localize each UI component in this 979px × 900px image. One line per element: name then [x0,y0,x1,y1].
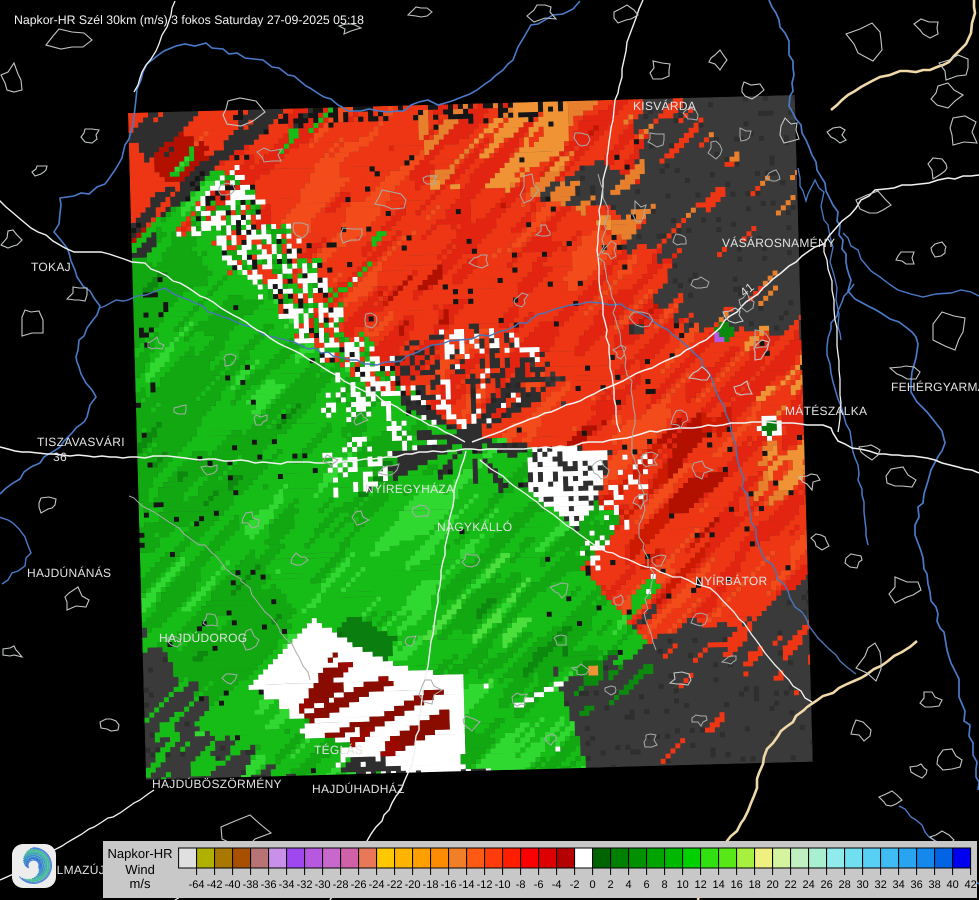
svg-text:-8: -8 [516,879,526,891]
svg-text:Wind: Wind [125,862,155,877]
svg-text:TISZAVASVÁRI: TISZAVASVÁRI [37,435,125,449]
svg-text:12: 12 [694,879,706,891]
svg-text:28: 28 [838,879,850,891]
svg-text:4: 4 [626,879,632,891]
svg-text:32: 32 [874,879,886,891]
svg-text:-20: -20 [405,879,421,891]
svg-text:m/s: m/s [130,876,151,891]
svg-text:22: 22 [784,879,796,891]
svg-text:KISVÁRDA: KISVÁRDA [633,99,696,113]
svg-text:-22: -22 [387,879,403,891]
svg-text:VÁSÁROSNAMÉNY: VÁSÁROSNAMÉNY [722,236,835,250]
svg-text:24: 24 [802,879,814,891]
svg-text:40: 40 [946,879,958,891]
svg-text:-26: -26 [351,879,367,891]
svg-text:20: 20 [766,879,778,891]
svg-text:14: 14 [712,879,724,891]
svg-text:36: 36 [53,450,67,464]
svg-text:34: 34 [892,879,904,891]
svg-text:HAJDÚDOROG: HAJDÚDOROG [159,631,247,645]
svg-text:-18: -18 [423,879,439,891]
svg-text:-28: -28 [333,879,349,891]
svg-text:-38: -38 [243,879,259,891]
svg-text:-30: -30 [315,879,331,891]
svg-text:-6: -6 [534,879,544,891]
svg-text:-40: -40 [225,879,241,891]
svg-text:-32: -32 [297,879,313,891]
svg-text:-16: -16 [441,879,457,891]
svg-text:NAGYKÁLLÓ: NAGYKÁLLÓ [437,520,512,534]
svg-text:-36: -36 [261,879,277,891]
svg-text:-14: -14 [459,879,475,891]
svg-text:NYÍRBÁTOR: NYÍRBÁTOR [695,574,768,588]
svg-text:TÉGLÁS: TÉGLÁS [314,743,363,757]
svg-text:30: 30 [856,879,868,891]
svg-text:38: 38 [928,879,940,891]
svg-text:18: 18 [748,879,760,891]
svg-text:42: 42 [964,879,976,891]
svg-text:TOKAJ: TOKAJ [31,260,71,274]
svg-text:-42: -42 [207,879,223,891]
svg-text:HAJDÚHADHÁZ: HAJDÚHADHÁZ [312,782,405,796]
svg-text:16: 16 [730,879,742,891]
svg-text:0: 0 [590,879,596,891]
svg-text:-34: -34 [279,879,295,891]
svg-text:HAJDÚBÖSZÖRMÉNY: HAJDÚBÖSZÖRMÉNY [152,777,282,791]
svg-text:FEHÉRGYARMAT: FEHÉRGYARMAT [891,380,979,394]
svg-text:10: 10 [676,879,688,891]
svg-text:NYÍREGYHÁZA: NYÍREGYHÁZA [365,482,454,496]
svg-text:-2: -2 [570,879,580,891]
svg-text:26: 26 [820,879,832,891]
svg-text:-64: -64 [189,879,205,891]
svg-text:36: 36 [910,879,922,891]
svg-text:41: 41 [737,280,757,300]
svg-text:6: 6 [644,879,650,891]
svg-text:-12: -12 [477,879,493,891]
svg-text:-24: -24 [369,879,385,891]
svg-text:-10: -10 [495,879,511,891]
svg-text:8: 8 [662,879,668,891]
svg-text:Napkor-HR Szél 30km (m/s) 3 fo: Napkor-HR Szél 30km (m/s) 3 fokos Saturd… [14,13,364,27]
svg-text:2: 2 [608,879,614,891]
svg-text:HAJDÚNÁNÁS: HAJDÚNÁNÁS [27,566,111,580]
svg-text:MÁTÉSZALKA: MÁTÉSZALKA [785,404,867,418]
svg-text:-4: -4 [552,879,562,891]
svg-text:Napkor-HR: Napkor-HR [107,846,172,861]
